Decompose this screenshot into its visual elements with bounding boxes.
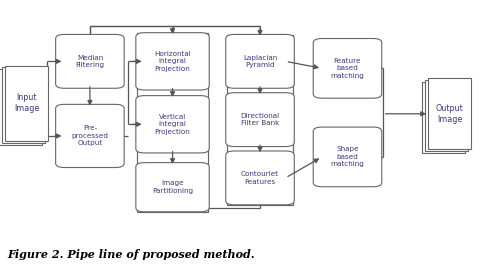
Text: Shape
based
matching: Shape based matching	[330, 146, 364, 167]
FancyBboxPatch shape	[226, 93, 295, 147]
Text: Laplacian
Pyramid: Laplacian Pyramid	[243, 54, 277, 68]
FancyBboxPatch shape	[0, 69, 42, 144]
FancyBboxPatch shape	[226, 34, 295, 88]
Text: Image
Partitioning: Image Partitioning	[152, 180, 193, 194]
FancyBboxPatch shape	[1, 67, 45, 143]
Text: Input
Image: Input Image	[14, 93, 39, 113]
FancyBboxPatch shape	[313, 127, 382, 187]
FancyBboxPatch shape	[55, 34, 124, 88]
Text: Feature
based
matching: Feature based matching	[330, 58, 364, 79]
Text: Directional
Filter Bank: Directional Filter Bank	[241, 113, 279, 126]
Text: Horizontal
integral
Projection: Horizontal integral Projection	[154, 51, 191, 72]
Text: Output
Image: Output Image	[435, 104, 464, 124]
Bar	[137, 33, 208, 212]
Text: Vertical
integral
Projection: Vertical integral Projection	[155, 114, 191, 135]
FancyBboxPatch shape	[136, 96, 209, 153]
Text: Contourlet
Features: Contourlet Features	[241, 171, 279, 185]
FancyBboxPatch shape	[425, 80, 468, 151]
FancyBboxPatch shape	[5, 66, 49, 141]
Text: Pre-
processed
Output: Pre- processed Output	[71, 125, 108, 146]
FancyBboxPatch shape	[136, 33, 209, 90]
FancyBboxPatch shape	[422, 82, 465, 153]
Text: Median
Filtering: Median Filtering	[75, 54, 104, 68]
FancyBboxPatch shape	[226, 151, 295, 205]
Text: Figure 2. Pipe line of proposed method.: Figure 2. Pipe line of proposed method.	[7, 249, 255, 260]
Bar	[227, 35, 293, 205]
Bar	[227, 35, 293, 205]
Bar	[137, 33, 208, 212]
FancyBboxPatch shape	[136, 163, 209, 212]
FancyBboxPatch shape	[313, 38, 382, 98]
FancyBboxPatch shape	[428, 78, 471, 149]
FancyBboxPatch shape	[55, 104, 124, 167]
